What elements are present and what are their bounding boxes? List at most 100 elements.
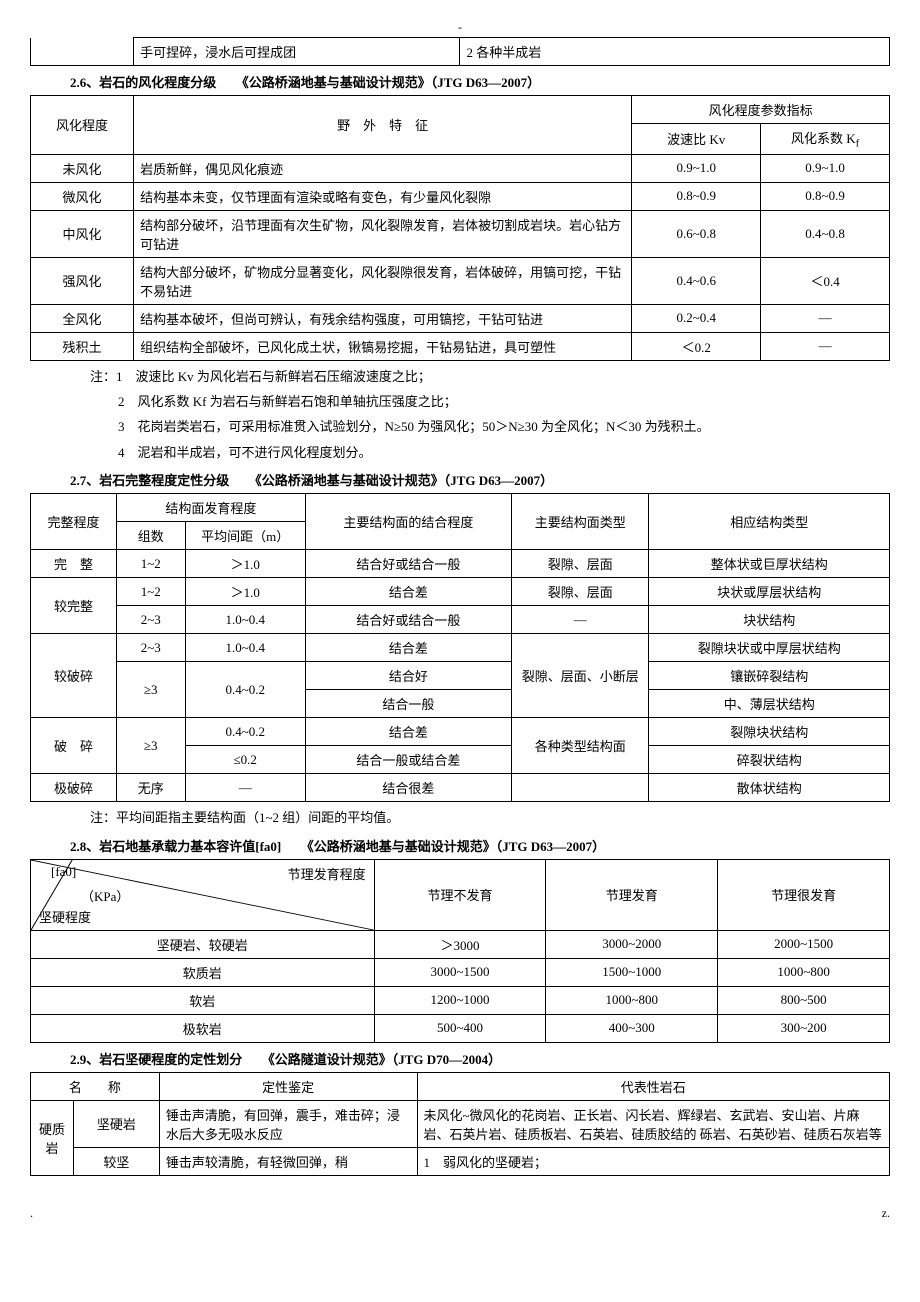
cell: 2000~1500 — [718, 930, 890, 958]
cell: 结构基本未变，仅节理面有渲染或略有变色，有少量风化裂隙 — [134, 182, 632, 210]
cell: 残积土 — [31, 332, 134, 360]
cell: 未风化~微风化的花岗岩、正长岩、闪长岩、辉绿岩、玄武岩、安山岩、片麻岩、石英片岩… — [417, 1100, 889, 1147]
header-cell: 主要结构面的结合程度 — [305, 494, 511, 550]
diag-label-bottom: 坚硬程度 — [39, 907, 91, 926]
cell: 1~2 — [116, 550, 185, 578]
table-row: 名 称 定性鉴定 代表性岩石 — [31, 1072, 890, 1100]
section-26-notes: 注：1 波速比 Kv 为风化岩石与新鲜岩石压缩波速度之比； 2 风化系数 Kf … — [90, 365, 890, 465]
header-cell: 平均间距（m） — [185, 522, 305, 550]
cell: 中风化 — [31, 210, 134, 257]
table-row: 全风化 结构基本破坏，但尚可辨认，有残余结构强度，可用镐挖，干钻可钻进 0.2~… — [31, 304, 890, 332]
section-29-title: 2.9、岩石坚硬程度的定性划分 《公路隧道设计规范》（JTG D70—2004） — [70, 1049, 890, 1068]
cell: 1.0~0.4 — [185, 634, 305, 662]
cell: 3000~1500 — [374, 958, 546, 986]
cell: 结合一般或结合差 — [305, 746, 511, 774]
cell: 极软岩 — [31, 1014, 375, 1042]
table-row: 风化程度 野 外 特 征 风化程度参数指标 — [31, 96, 890, 124]
table-row: 未风化 岩质新鲜，偶见风化痕迹 0.9~1.0 0.9~1.0 — [31, 154, 890, 182]
table-row: 中风化 结构部分破坏，沿节理面有次生矿物，风化裂隙发育，岩体被切割成岩块。岩心钻… — [31, 210, 890, 257]
cell: 结合很差 — [305, 774, 511, 802]
cell: 0.6~0.8 — [632, 210, 761, 257]
page-footer: . z. — [30, 1206, 890, 1221]
cell: 中、薄层状结构 — [649, 690, 890, 718]
cell: ≥3 — [116, 662, 185, 718]
cell: 较完整 — [31, 578, 117, 634]
cell: 0.9~1.0 — [632, 154, 761, 182]
page-header-dash: - — [30, 20, 890, 35]
table-row: 较完整 1~2 ＞1.0 结合差 裂隙、层面 块状或厚层状结构 — [31, 578, 890, 606]
cell: 400~300 — [546, 1014, 718, 1042]
cell: 裂隙、层面 — [512, 578, 649, 606]
header-cell: 相应结构类型 — [649, 494, 890, 550]
table-row: 完 整 1~2 ＞1.0 结合好或结合一般 裂隙、层面 整体状或巨厚状结构 — [31, 550, 890, 578]
diag-label-corner: [fa0] — [51, 864, 76, 880]
diag-label-mid: （KPa） — [81, 886, 129, 905]
cell: 坚硬岩 — [73, 1100, 159, 1147]
cell: ＜0.4 — [761, 257, 890, 304]
header-cell: 节理很发育 — [718, 859, 890, 930]
cell: 1200~1000 — [374, 986, 546, 1014]
cell: 500~400 — [374, 1014, 546, 1042]
cell: 手可捏碎，浸水后可捏成团 — [134, 38, 460, 66]
cell: 裂隙、层面 — [512, 550, 649, 578]
table-row: 强风化 结构大部分破坏，矿物成分显著变化，风化裂隙很发育，岩体破碎，用镐可挖，干… — [31, 257, 890, 304]
cell: 破 碎 — [31, 718, 117, 774]
cell: 碎裂状结构 — [649, 746, 890, 774]
cell: 2 各种半成岩 — [460, 38, 890, 66]
footer-left: . — [30, 1206, 33, 1221]
cell: 3000~2000 — [546, 930, 718, 958]
cell: 1000~800 — [718, 958, 890, 986]
note-line: 4 泥岩和半成岩，可不进行风化程度划分。 — [118, 441, 890, 464]
cell: ≥3 — [116, 718, 185, 774]
cell: 0.4~0.6 — [632, 257, 761, 304]
cell — [512, 774, 649, 802]
cell: 结合好或结合一般 — [305, 606, 511, 634]
cell: 极破碎 — [31, 774, 117, 802]
header-cell: 定性鉴定 — [159, 1072, 417, 1100]
cell: 裂隙块状结构 — [649, 718, 890, 746]
header-cell: 结构面发育程度 — [116, 494, 305, 522]
cell: 软质岩 — [31, 958, 375, 986]
cell: 2~3 — [116, 606, 185, 634]
cell: 1.0~0.4 — [185, 606, 305, 634]
section-28-title: 2.8、岩石地基承载力基本容许值[fa0] 《公路桥涵地基与基础设计规范》（JT… — [70, 836, 890, 855]
cell: — — [185, 774, 305, 802]
cell: 0.4~0.2 — [185, 718, 305, 746]
cell: 全风化 — [31, 304, 134, 332]
table-row: 较坚 锤击声较清脆，有轻微回弹，稍 1 弱风化的坚硬岩； — [31, 1147, 890, 1175]
cell: 1~2 — [116, 578, 185, 606]
header-cell: 完整程度 — [31, 494, 117, 550]
cell: 组织结构全部破坏，已风化成土状，锹镐易挖掘，干钻易钻进，具可塑性 — [134, 332, 632, 360]
cell: 结合差 — [305, 634, 511, 662]
cell: 800~500 — [718, 986, 890, 1014]
cell: 300~200 — [718, 1014, 890, 1042]
header-cell: 波速比 Kv — [632, 124, 761, 155]
section-27-title: 2.7、岩石完整程度定性分级 《公路桥涵地基与基础设计规范》（JTG D63—2… — [70, 470, 890, 489]
cell: 1000~800 — [546, 986, 718, 1014]
cell: 结合一般 — [305, 690, 511, 718]
table-28: 节理发育程度 [fa0] （KPa） 坚硬程度 节理不发育 节理发育 节理很发育… — [30, 859, 890, 1043]
table-row: 极破碎 无序 — 结合很差 散体状结构 — [31, 774, 890, 802]
cell: 完 整 — [31, 550, 117, 578]
cell: 较坚 — [73, 1147, 159, 1175]
section-26-title: 2.6、岩石的风化程度分级 《公路桥涵地基与基础设计规范》（JTG D63—20… — [70, 72, 890, 91]
cell: 锤击声较清脆，有轻微回弹，稍 — [159, 1147, 417, 1175]
note-line: 2 风化系数 Kf 为岩石与新鲜岩石饱和单轴抗压强度之比； — [118, 390, 890, 413]
table-row: 软岩 1200~1000 1000~800 800~500 — [31, 986, 890, 1014]
table-row: 微风化 结构基本未变，仅节理面有渲染或略有变色，有少量风化裂隙 0.8~0.9 … — [31, 182, 890, 210]
diag-label-top: 节理发育程度 — [288, 864, 366, 883]
cell: 散体状结构 — [649, 774, 890, 802]
note-line: 注：1 波速比 Kv 为风化岩石与新鲜岩石压缩波速度之比； — [90, 365, 890, 388]
table-26: 风化程度 野 外 特 征 风化程度参数指标 波速比 Kv 风化系数 Kf 未风化… — [30, 95, 890, 361]
cell: 结合差 — [305, 718, 511, 746]
cell: 结合好 — [305, 662, 511, 690]
table-row: 硬质岩 坚硬岩 锤击声清脆，有回弹，震手，难击碎；浸水后大多无吸水反应 未风化~… — [31, 1100, 890, 1147]
cell: 0.8~0.9 — [761, 182, 890, 210]
cell: 结合差 — [305, 578, 511, 606]
cell: 0.4~0.8 — [761, 210, 890, 257]
cell: 软岩 — [31, 986, 375, 1014]
header-cell: 风化程度 — [31, 96, 134, 155]
table-row: 节理发育程度 [fa0] （KPa） 坚硬程度 节理不发育 节理发育 节理很发育 — [31, 859, 890, 930]
header-cell: 代表性岩石 — [417, 1072, 889, 1100]
cell: — — [512, 606, 649, 634]
